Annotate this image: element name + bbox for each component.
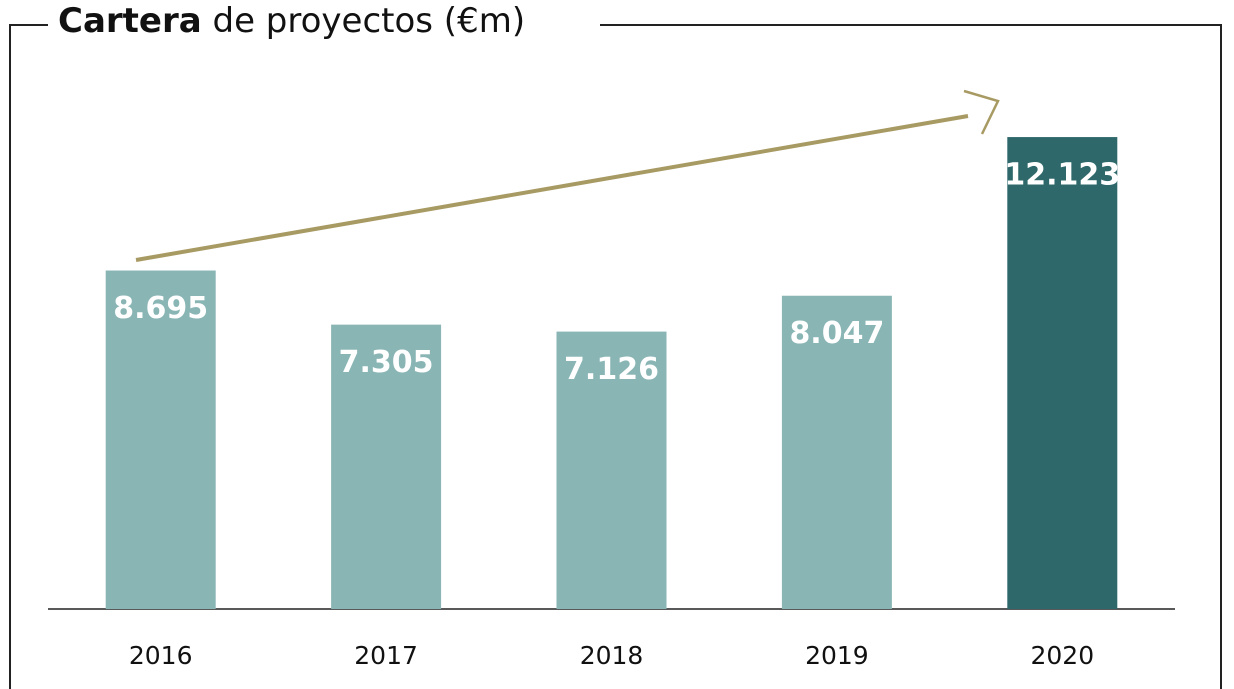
title-bold: Cartera — [58, 1, 202, 41]
x-tick-label: 2017 — [354, 641, 418, 670]
x-tick-label: 2016 — [129, 641, 193, 670]
title-rest: de proyectos (€m) — [213, 1, 526, 41]
bar — [331, 324, 442, 609]
value-label: 7.126 — [564, 352, 659, 387]
value-label: 8.047 — [789, 316, 884, 351]
frame — [9, 24, 1222, 689]
trend-arrow — [135, 89, 1000, 262]
x-tick-label: 2018 — [580, 641, 644, 670]
bar — [781, 295, 892, 609]
value-label: 7.305 — [339, 345, 434, 380]
value-label: 12.123 — [1004, 158, 1120, 193]
x-tick-label: 2020 — [1030, 641, 1094, 670]
x-tick-label: 2019 — [805, 641, 869, 670]
bar — [105, 270, 216, 609]
bar — [1007, 137, 1118, 610]
chart-title: Cartera de proyectos (€m) — [58, 1, 525, 41]
value-label: 8.695 — [113, 291, 208, 326]
bar — [556, 331, 667, 609]
